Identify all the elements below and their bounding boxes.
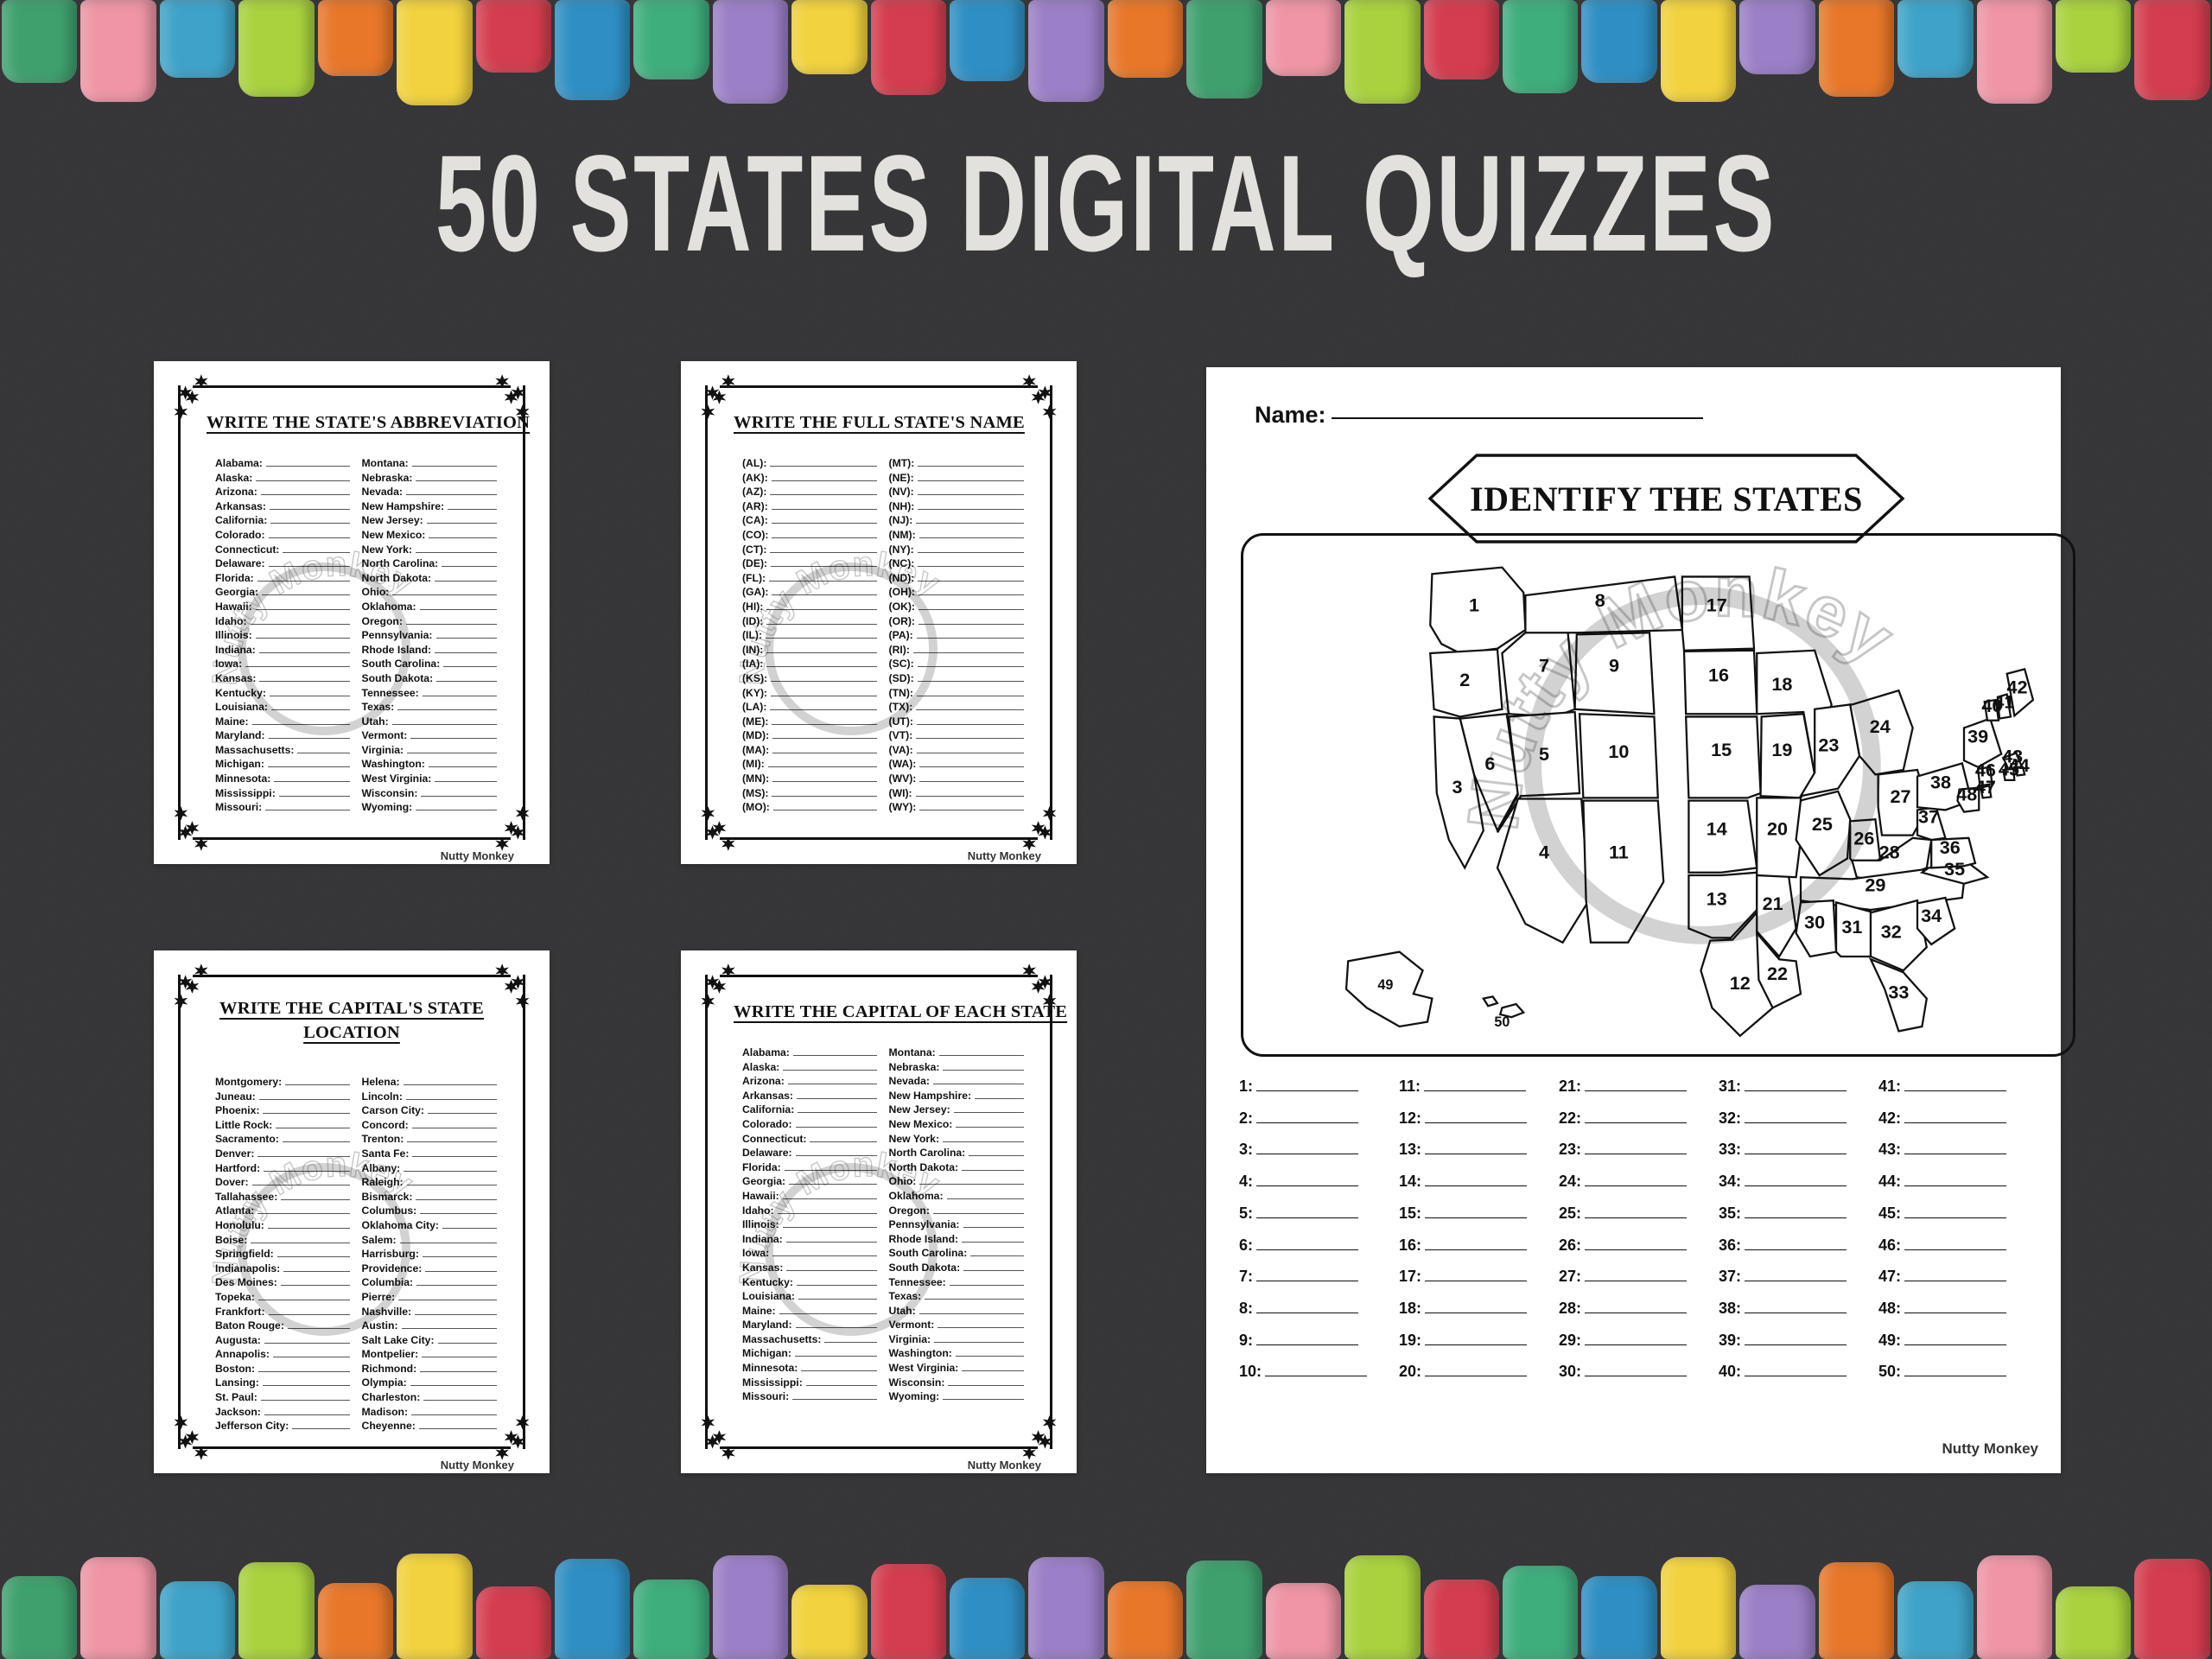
svg-text:4: 4 [1539,842,1549,863]
svg-text:5: 5 [1539,743,1549,765]
svg-text:26: 26 [1853,827,1874,849]
svg-text:45: 45 [1999,758,2019,779]
svg-text:9: 9 [1609,655,1619,677]
svg-text:6: 6 [1484,753,1495,774]
svg-text:3: 3 [1452,776,1463,798]
svg-text:17: 17 [1707,594,1727,615]
svg-text:30: 30 [1804,912,1825,933]
svg-text:8: 8 [1595,589,1605,611]
svg-text:10: 10 [1608,741,1629,762]
svg-text:39: 39 [1967,726,1988,747]
svg-text:33: 33 [1888,982,1909,1003]
svg-text:1: 1 [1469,594,1479,615]
svg-text:12: 12 [1730,972,1751,994]
svg-text:36: 36 [1940,836,1961,858]
svg-text:22: 22 [1767,963,1788,984]
svg-text:31: 31 [1841,916,1862,938]
svg-text:7: 7 [1539,655,1549,677]
svg-text:27: 27 [1891,785,1911,807]
svg-text:38: 38 [1930,772,1951,793]
svg-text:21: 21 [1763,893,1783,914]
svg-text:48: 48 [1956,784,1977,805]
svg-text:23: 23 [1818,734,1839,755]
svg-text:25: 25 [1812,813,1833,835]
svg-text:50: 50 [1494,1014,1510,1030]
svg-text:35: 35 [1944,858,1965,880]
svg-text:19: 19 [1771,739,1792,760]
svg-text:37: 37 [1918,806,1939,828]
svg-text:34: 34 [1921,905,1942,926]
svg-text:13: 13 [1707,888,1727,910]
svg-text:20: 20 [1767,818,1788,840]
svg-text:29: 29 [1865,874,1885,895]
svg-text:32: 32 [1881,920,1902,942]
svg-text:2: 2 [1459,669,1470,690]
svg-text:24: 24 [1870,715,1891,737]
svg-text:16: 16 [1708,664,1729,685]
svg-text:11: 11 [1609,842,1629,863]
svg-text:28: 28 [1879,842,1900,863]
svg-text:49: 49 [1377,977,1393,993]
svg-text:42: 42 [2007,676,2028,697]
svg-text:18: 18 [1771,673,1792,695]
svg-text:47: 47 [1975,776,1996,798]
svg-text:14: 14 [1707,818,1727,840]
svg-text:15: 15 [1711,739,1732,760]
